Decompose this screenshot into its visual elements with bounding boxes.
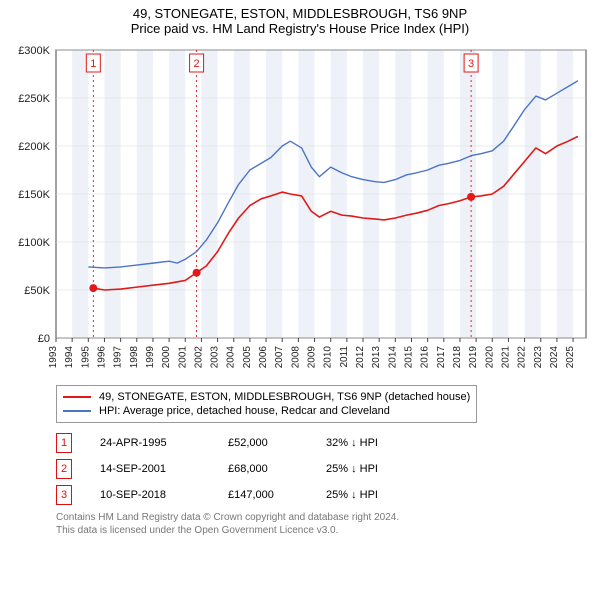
svg-text:2024: 2024 <box>549 346 560 369</box>
sale-badge: 1 <box>56 433 72 453</box>
svg-text:1994: 1994 <box>64 346 75 369</box>
sale-price: £147,000 <box>228 489 298 501</box>
chart-title-sub: Price paid vs. HM Land Registry's House … <box>8 21 592 36</box>
svg-text:2008: 2008 <box>290 346 301 369</box>
legend-item: HPI: Average price, detached house, Redc… <box>63 404 470 418</box>
svg-text:2: 2 <box>194 58 200 70</box>
svg-text:2017: 2017 <box>436 346 447 369</box>
sale-row: 1 24-APR-1995 £52,000 32% ↓ HPI <box>56 433 592 453</box>
svg-text:1997: 1997 <box>113 346 124 369</box>
legend-label: 49, STONEGATE, ESTON, MIDDLESBROUGH, TS6… <box>99 391 470 403</box>
svg-text:2011: 2011 <box>339 346 350 368</box>
svg-text:2004: 2004 <box>226 346 237 369</box>
sale-badge: 2 <box>56 459 72 479</box>
svg-text:2002: 2002 <box>193 346 204 369</box>
legend-swatch <box>63 410 91 412</box>
sale-row: 3 10-SEP-2018 £147,000 25% ↓ HPI <box>56 485 592 505</box>
svg-text:2020: 2020 <box>484 346 495 369</box>
svg-text:£150K: £150K <box>18 189 50 201</box>
legend-item: 49, STONEGATE, ESTON, MIDDLESBROUGH, TS6… <box>63 390 470 404</box>
svg-text:2003: 2003 <box>210 346 221 369</box>
svg-text:1993: 1993 <box>48 346 59 369</box>
svg-text:2016: 2016 <box>420 346 431 369</box>
sales-table: 1 24-APR-1995 £52,000 32% ↓ HPI 2 14-SEP-2001… <box>56 433 592 505</box>
svg-text:2006: 2006 <box>258 346 269 369</box>
svg-text:£250K: £250K <box>18 93 50 105</box>
svg-text:1999: 1999 <box>145 346 156 369</box>
svg-text:2023: 2023 <box>533 346 544 369</box>
sale-badge: 3 <box>56 485 72 505</box>
svg-text:1998: 1998 <box>129 346 140 369</box>
sale-price: £52,000 <box>228 437 298 449</box>
svg-text:2005: 2005 <box>242 346 253 369</box>
chart-svg: £0 £50K £100K £150K £200K £250K £300K 1993 1994 1… <box>8 42 592 372</box>
sale-date: 10-SEP-2018 <box>100 489 200 501</box>
svg-text:£200K: £200K <box>18 141 50 153</box>
sale-date: 24-APR-1995 <box>100 437 200 449</box>
svg-text:2001: 2001 <box>177 346 188 369</box>
sale-date: 14-SEP-2001 <box>100 463 200 475</box>
svg-text:1996: 1996 <box>96 346 107 369</box>
svg-text:2021: 2021 <box>500 346 511 369</box>
svg-text:2000: 2000 <box>161 346 172 369</box>
sale-delta: 32% ↓ HPI <box>326 437 378 449</box>
svg-text:2012: 2012 <box>355 346 366 369</box>
svg-text:2025: 2025 <box>565 346 576 369</box>
svg-text:1995: 1995 <box>80 346 91 369</box>
attribution-line2: This data is licensed under the Open Gov… <box>56 524 592 537</box>
sale-row: 2 14-SEP-2001 £68,000 25% ↓ HPI <box>56 459 592 479</box>
attribution-line1: Contains HM Land Registry data © Crown c… <box>56 511 592 524</box>
svg-text:2022: 2022 <box>517 346 528 369</box>
svg-text:£100K: £100K <box>18 237 50 249</box>
price-chart: £0 £50K £100K £150K £200K £250K £300K 1993 1994 1… <box>8 42 592 377</box>
svg-text:£50K: £50K <box>24 285 50 297</box>
svg-text:1: 1 <box>90 58 96 70</box>
svg-text:2014: 2014 <box>387 346 398 369</box>
svg-text:£300K: £300K <box>18 45 50 57</box>
svg-text:2010: 2010 <box>323 346 334 369</box>
chart-title-address: 49, STONEGATE, ESTON, MIDDLESBROUGH, TS6… <box>8 6 592 21</box>
svg-text:2013: 2013 <box>371 346 382 369</box>
svg-text:2015: 2015 <box>403 346 414 369</box>
svg-text:£0: £0 <box>38 333 50 345</box>
svg-text:2009: 2009 <box>307 346 318 369</box>
legend-label: HPI: Average price, detached house, Redc… <box>99 405 390 417</box>
sale-delta: 25% ↓ HPI <box>326 463 378 475</box>
svg-text:3: 3 <box>468 58 474 70</box>
sale-delta: 25% ↓ HPI <box>326 489 378 501</box>
svg-text:2007: 2007 <box>274 346 285 369</box>
legend-swatch <box>63 396 91 398</box>
svg-text:2019: 2019 <box>468 346 479 369</box>
attribution: Contains HM Land Registry data © Crown c… <box>56 511 592 537</box>
legend: 49, STONEGATE, ESTON, MIDDLESBROUGH, TS6… <box>56 385 477 423</box>
svg-text:2018: 2018 <box>452 346 463 369</box>
sale-price: £68,000 <box>228 463 298 475</box>
